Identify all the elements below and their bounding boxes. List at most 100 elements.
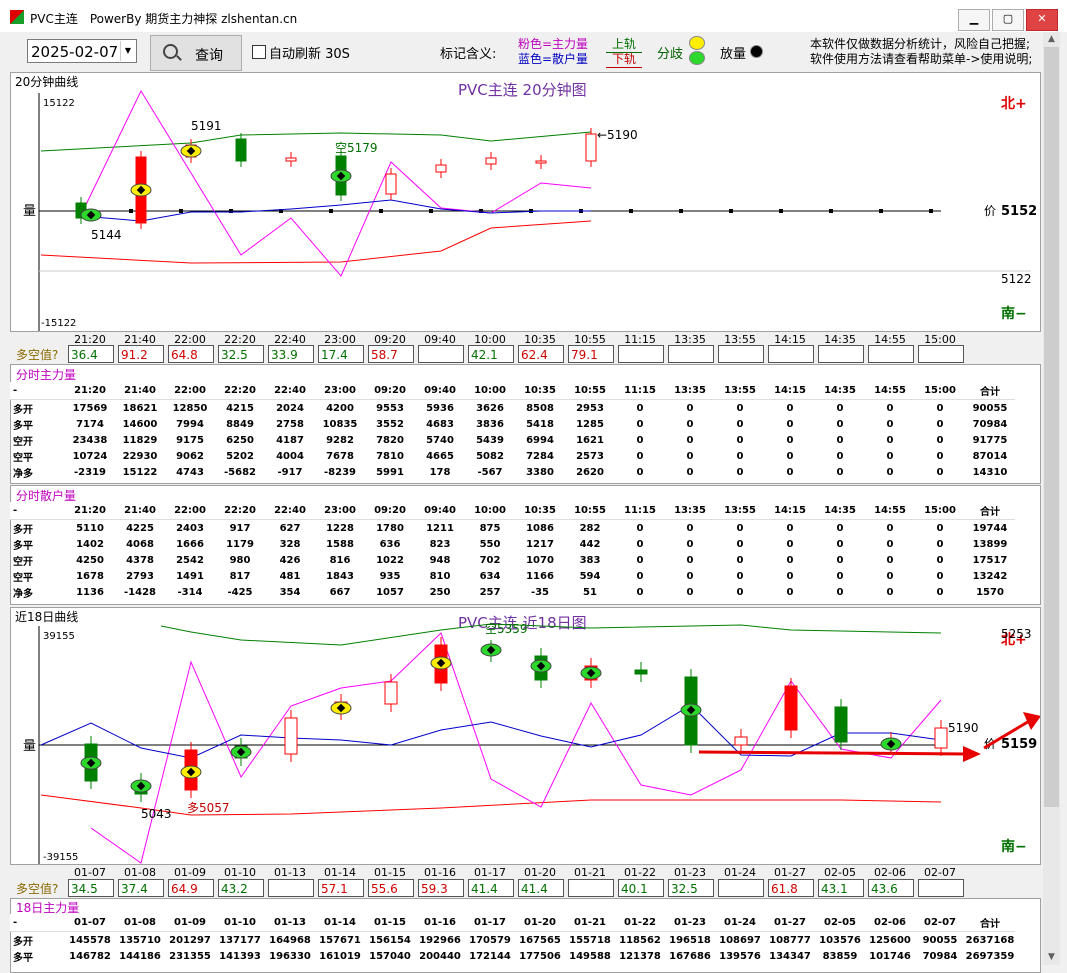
south-label: 南− [1001, 305, 1027, 322]
table-cell: 14310 [972, 466, 1008, 478]
table-cell: 0 [636, 586, 644, 598]
search-icon [163, 44, 178, 59]
table-header-cell: 01-15 [365, 914, 415, 932]
date-picker[interactable]: 2025-02-07 ▼ [27, 39, 137, 63]
toolbar: 2025-02-07 ▼ 查询 自动刷新 30S 标记含义: 粉色=主力量 蓝色… [10, 32, 1043, 72]
table-header-cell: 01-14 [315, 914, 365, 932]
minimize-button[interactable]: ▁ [958, 9, 990, 31]
table-cell: 7174 [76, 418, 104, 430]
table-cell: 4250 [76, 554, 104, 566]
axis-tick-label: 09:20 [374, 333, 406, 346]
chevron-down-icon[interactable]: ▼ [120, 41, 135, 61]
axis-tick-label: 02-07 [924, 866, 956, 879]
table-cell: 0 [736, 522, 744, 534]
axis-tick-label: 13:55 [724, 333, 756, 346]
axis-tick-label: 10:55 [574, 333, 606, 346]
vertical-scrollbar[interactable]: ▲ ▼ [1043, 32, 1060, 965]
table-cell: 0 [936, 538, 944, 550]
table-cell: 157671 [319, 934, 361, 946]
legend-label: 标记含义: [440, 47, 497, 62]
table-cell: 0 [636, 402, 644, 414]
ls-value-box [768, 345, 814, 363]
ls-value-box [718, 345, 764, 363]
level-label: 5253 [1001, 627, 1032, 641]
table-cell: 7678 [326, 450, 354, 462]
table-cell: 8849 [226, 418, 254, 430]
table-header-row: -21:20 21:40 22:00 22:20 22:40 23:00 09:20 09:4… [10, 382, 1015, 400]
table-header-cell: 13:55 [715, 502, 765, 520]
axis-tick-label: 01-09 [174, 866, 206, 879]
main20-table: -21:20 21:40 22:00 22:20 22:40 23:00 09:20 09:4… [10, 382, 1015, 480]
table-cell: 0 [936, 570, 944, 582]
scroll-down-icon[interactable]: ▼ [1048, 952, 1055, 962]
table-header-cell: 01-20 [515, 914, 565, 932]
y-axis-label: 量 [23, 204, 36, 219]
table-cell: 1588 [326, 538, 354, 550]
table-cell: 0 [836, 402, 844, 414]
chart18-panel-title: 近18日曲线 [15, 610, 79, 624]
table-cell: 23438 [72, 434, 108, 446]
axis-tick-label: 10:35 [524, 333, 556, 346]
table-cell: 0 [886, 570, 894, 582]
table-row: 空平 1678 2793 1491 817 481 1843 935 810 634 1166 594… [10, 568, 1015, 584]
y-top-label: 39155 [43, 631, 75, 642]
query-button[interactable]: 查询 [150, 35, 242, 71]
table-cell: 141393 [219, 950, 261, 962]
ls-value-box: 36.4 [68, 345, 114, 363]
axis-tick-label: 01-20 [524, 866, 556, 879]
ls-value-box [918, 345, 964, 363]
table-cell: 9175 [176, 434, 204, 446]
annotation-long: 多5057 [187, 801, 230, 815]
table-header-cell: 10:00 [465, 502, 515, 520]
table-cell: 161019 [319, 950, 361, 962]
table-cell: 0 [786, 570, 794, 582]
chart18-svg: PVC主连 近18日图39155-39155量北+南−价515952535043… [23, 614, 1040, 864]
auto-refresh-label: 自动刷新 30S [269, 47, 350, 62]
axis-tick-label: 21:20 [74, 333, 106, 346]
table-header-cell: - [10, 502, 65, 520]
disclaimer-line-1: 本软件仅做数据分析统计，风险自己把握; [810, 37, 1031, 51]
table-cell: 1217 [526, 538, 554, 550]
table-cell: 91775 [972, 434, 1008, 446]
table-cell: 875 [479, 522, 501, 534]
table-cell: 70984 [922, 950, 958, 962]
scroll-up-icon[interactable]: ▲ [1048, 34, 1055, 44]
table-header-cell: 22:20 [215, 502, 265, 520]
table-cell: 817 [229, 570, 251, 582]
annotation-last: 5190 [948, 721, 979, 735]
table-cell: 164968 [269, 934, 311, 946]
table-header-cell: 21:40 [115, 382, 165, 400]
query-label: 查询 [195, 48, 223, 64]
trend-arrow-up-head [1023, 712, 1040, 730]
annotation-last: ←5190 [597, 128, 638, 142]
table-cell: 7810 [376, 450, 404, 462]
table-cell: 118562 [619, 934, 661, 946]
table-cell: 442 [579, 538, 601, 550]
ls-value-box: 42.1 [468, 345, 514, 363]
table-cell: 1179 [226, 538, 254, 550]
table-cell: 5740 [426, 434, 454, 446]
maximize-button[interactable]: ▢ [992, 9, 1024, 31]
y-top-label: 15122 [43, 98, 75, 109]
table-cell: 90055 [922, 934, 958, 946]
zero-marker [729, 209, 733, 213]
table-cell: 空开 [13, 556, 33, 568]
south-label: 南− [1001, 838, 1027, 855]
scroll-thumb[interactable] [1044, 47, 1059, 807]
table-header-cell: 13:55 [715, 382, 765, 400]
table-cell: 0 [886, 402, 894, 414]
table-cell: 51 [583, 586, 597, 598]
ls-value-box: 64.8 [168, 345, 214, 363]
table-cell: -917 [277, 466, 303, 478]
table-cell: 383 [579, 554, 601, 566]
table-header-cell: 02-06 [865, 914, 915, 932]
table-cell: 空平 [13, 572, 33, 584]
close-button[interactable]: ✕ [1026, 9, 1058, 31]
ls-value-box: 43.6 [868, 879, 914, 897]
auto-refresh-checkbox[interactable] [252, 45, 266, 59]
table-header-cell: 22:40 [265, 382, 315, 400]
candle-body [435, 164, 447, 173]
table-row: 空开 23438 11829 9175 6250 4187 9282 7820 5740 5439… [10, 432, 1015, 448]
retail-line [40, 704, 942, 759]
table-cell: 0 [836, 586, 844, 598]
